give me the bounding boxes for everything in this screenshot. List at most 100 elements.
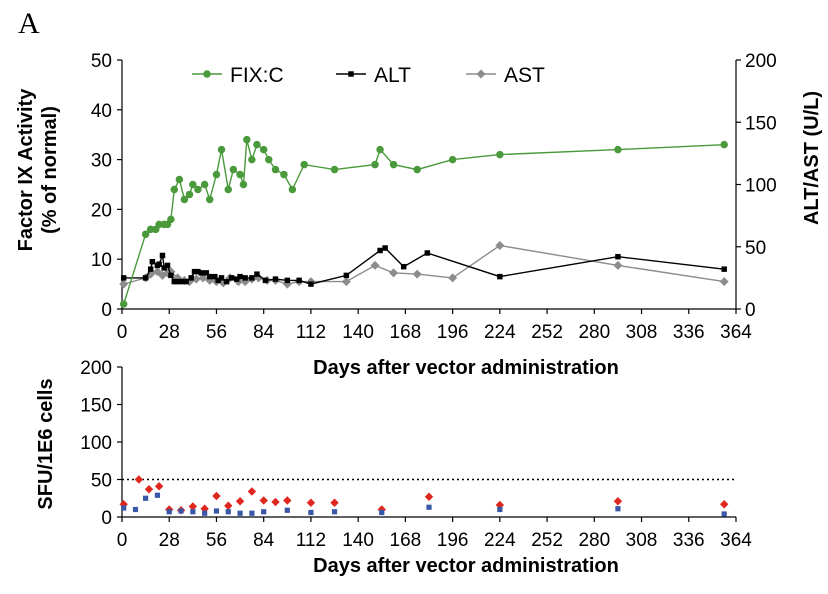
alt-point xyxy=(171,278,178,285)
bottom-x-tick-label: 224 xyxy=(484,530,516,551)
fix-c-point xyxy=(496,150,504,159)
blue-square-point xyxy=(497,506,503,513)
fix-c-point xyxy=(217,145,226,154)
y-tick-label: 20 xyxy=(91,200,112,221)
x-tick-label: 196 xyxy=(437,322,469,343)
red-diamond-point xyxy=(259,496,268,505)
alt-point xyxy=(174,278,181,285)
alt-point xyxy=(218,275,225,281)
bottom-chart: 0 28 56 84 112 140 168 196 224 252 280 308 336 364 0 50… xyxy=(35,358,752,577)
alt-point xyxy=(198,270,205,276)
legend-label-ast: AST xyxy=(504,64,545,87)
bottom-y-axis-title: SFU/1E6 cells xyxy=(35,378,57,509)
fix-c-point xyxy=(288,185,297,194)
alt-point xyxy=(272,276,279,282)
alt-point xyxy=(223,278,230,285)
ast-point xyxy=(389,268,399,278)
alt-point xyxy=(206,273,213,280)
alt-point xyxy=(164,262,171,269)
fix-c-point xyxy=(243,135,251,144)
alt-point xyxy=(195,268,201,275)
y-tick-label: 10 xyxy=(91,250,112,271)
ast-point xyxy=(370,260,380,270)
y-tick-label: 30 xyxy=(91,151,112,172)
fix-c-point xyxy=(229,165,238,174)
fix-c-point xyxy=(175,175,184,184)
fix-c-point xyxy=(413,165,421,174)
ast-point xyxy=(613,260,623,270)
alt-point xyxy=(149,258,156,265)
y-tick-label: 0 xyxy=(101,300,112,321)
blue-square-point xyxy=(615,506,621,512)
fix-c-point xyxy=(253,140,261,149)
bottom-x-tick-label: 168 xyxy=(390,530,422,551)
legend-marker-alt xyxy=(348,71,354,77)
ast-point xyxy=(191,274,201,284)
blue-square-point xyxy=(249,510,255,516)
bottom-x-tick-label: 140 xyxy=(342,530,374,551)
blue-square-point xyxy=(237,510,243,516)
y2-tick-label: 200 xyxy=(745,51,777,72)
blue-square-point xyxy=(284,507,290,513)
bottom-x-tick-label: 364 xyxy=(720,530,752,551)
top-x-axis-title: Days after vector administration xyxy=(313,357,619,379)
alt-point xyxy=(203,270,210,276)
x-tick-label: 168 xyxy=(390,322,422,343)
alt-point xyxy=(242,275,248,281)
x-tick-label: 252 xyxy=(531,322,563,343)
fix-c-point xyxy=(376,145,384,154)
alt-point xyxy=(377,247,383,254)
ast-point xyxy=(341,277,351,287)
ast-point xyxy=(495,241,505,251)
blue-square-point xyxy=(121,505,127,511)
fix-c-point xyxy=(141,230,150,239)
fix-c-point xyxy=(185,190,194,199)
x-tick-label: 112 xyxy=(296,322,326,343)
fix-c-point xyxy=(248,155,256,164)
bottom-y-tick-label: 150 xyxy=(80,396,112,417)
alt-point xyxy=(400,263,407,270)
fix-c-point xyxy=(720,140,728,149)
fix-c-point xyxy=(194,185,202,194)
blue-square-point xyxy=(154,492,161,498)
blue-square-point xyxy=(190,509,196,515)
fix-c-point xyxy=(205,195,214,204)
legend-marker-fix-c xyxy=(203,70,211,78)
bottom-x-tick-label: 336 xyxy=(673,530,705,551)
red-diamond-point xyxy=(188,502,198,511)
blue-square-point xyxy=(331,509,338,515)
bottom-y-tick-label: 50 xyxy=(91,471,112,492)
alt-point xyxy=(120,275,127,281)
y2-tick-label: 50 xyxy=(745,238,766,259)
top-y2-axis-title: ALT/AST (U/L) xyxy=(801,91,823,225)
alt-point xyxy=(147,266,154,272)
y-tick-label: 50 xyxy=(91,51,112,72)
fix-c-point xyxy=(224,185,233,194)
top-series xyxy=(119,135,729,308)
fix-c-point xyxy=(300,160,308,169)
x-tick-label: 56 xyxy=(206,322,227,343)
blue-square-point xyxy=(132,506,139,513)
blue-square-point xyxy=(426,504,432,510)
red-diamond-point xyxy=(235,497,245,506)
alt-point xyxy=(215,277,221,284)
fix-c-point xyxy=(371,160,379,169)
fix-c-point xyxy=(280,170,288,179)
top-y-axis-title-line2: (% of normal) xyxy=(39,106,61,234)
red-diamond-point xyxy=(154,482,164,491)
alt-point xyxy=(168,272,174,279)
alt-point xyxy=(721,266,727,272)
svg-text:SFU/1E6 cells: SFU/1E6 cells xyxy=(35,378,57,509)
red-diamond-point xyxy=(271,497,280,507)
x-tick-label: 308 xyxy=(626,322,658,343)
red-diamond-point xyxy=(283,496,292,505)
blue-square-point xyxy=(261,509,267,515)
bottom-x-tick-label: 308 xyxy=(626,530,658,551)
fix-c-point xyxy=(239,180,248,189)
bottom-x-tick-label: 0 xyxy=(117,530,128,551)
y-tick-label: 40 xyxy=(91,101,112,122)
fix-c-point xyxy=(614,145,622,154)
blue-square-point xyxy=(308,509,314,516)
x-tick-label: 84 xyxy=(253,322,275,343)
